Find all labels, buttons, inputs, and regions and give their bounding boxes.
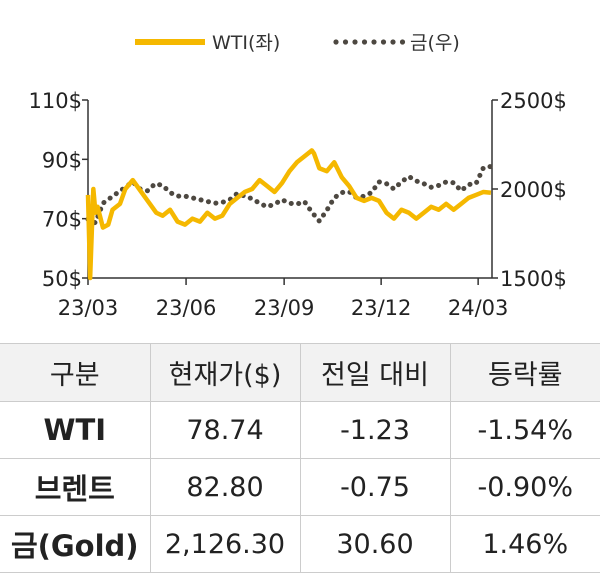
legend-wti-label: WTI(좌): [212, 32, 280, 54]
current-price-cell: 2,126.30: [149, 515, 300, 573]
daily-change-cell: -0.75: [299, 458, 450, 516]
current-price-cell: 82.80: [149, 458, 300, 516]
x-tick-label: 24/03: [448, 296, 509, 320]
daily-change-cell: -1.23: [299, 401, 450, 459]
legend-dot: [352, 39, 358, 45]
right-tick-label: 2000$: [500, 178, 567, 202]
left-tick-label: 50$: [42, 267, 82, 291]
left-tick-label: 70$: [42, 208, 82, 232]
legend-dot: [361, 39, 368, 45]
legend: WTI(좌) 금(우): [135, 32, 460, 54]
table-row: 금(Gold) 2,126.30 30.60 1.46%: [0, 515, 600, 573]
x-tick-label: 23/03: [58, 296, 119, 320]
x-tick-label: 23/09: [254, 296, 315, 320]
left-tick-label: 110$: [29, 89, 82, 113]
series-line-gold: [85, 164, 494, 227]
legend-gold-swatch: [333, 39, 406, 45]
price-table: 구분 현재가($) 전일 대비 등락률 WTI 78.74 -1.23 -1.5…: [0, 343, 600, 573]
legend-dot: [399, 39, 406, 45]
left-tick-label: 90$: [42, 148, 82, 172]
legend-dot: [390, 39, 396, 45]
header-current-price: 현재가($): [149, 343, 300, 402]
series-line-wti: [85, 148, 492, 281]
table-row: WTI 78.74 -1.23 -1.54%: [0, 401, 600, 459]
header-change-rate: 등락률: [449, 343, 600, 402]
header-category: 구분: [0, 343, 150, 402]
legend-dot: [342, 39, 349, 45]
legend-gold-label: 금(우): [410, 32, 460, 54]
header-daily-change: 전일 대비: [299, 343, 450, 402]
right-tick-label: 1500$: [500, 267, 567, 291]
row-label: 금(Gold): [0, 515, 150, 573]
table-row: 브렌트 82.80 -0.75 -0.90%: [0, 458, 600, 516]
x-tick-label: 23/12: [351, 296, 412, 320]
series-layer: [85, 148, 494, 281]
daily-change-cell: 30.60: [299, 515, 450, 573]
legend-dot: [371, 39, 377, 45]
table-header-row: 구분 현재가($) 전일 대비 등락률: [0, 343, 600, 402]
chart-area: WTI(좌) 금(우) 23/03 23/06 23/09 23/12 24/03 50$…: [29, 32, 567, 320]
x-tick-label: 23/06: [156, 296, 217, 320]
change-rate-cell: -0.90%: [449, 458, 600, 516]
change-rate-cell: 1.46%: [449, 515, 600, 573]
row-label: 브렌트: [0, 458, 150, 516]
line-chart: WTI(좌) 금(우) 23/03 23/06 23/09 23/12 24/03 50$…: [29, 32, 567, 320]
tick-labels: 23/03 23/06 23/09 23/12 24/03 50$ 70$ 90$ 110$ 15…: [29, 89, 567, 320]
legend-dot: [333, 39, 339, 45]
current-price-cell: 78.74: [149, 401, 300, 459]
right-tick-label: 2500$: [500, 89, 567, 113]
change-rate-cell: -1.54%: [449, 401, 600, 459]
legend-dot: [380, 39, 387, 45]
row-label: WTI: [0, 401, 150, 459]
tick-marks: [82, 99, 498, 285]
